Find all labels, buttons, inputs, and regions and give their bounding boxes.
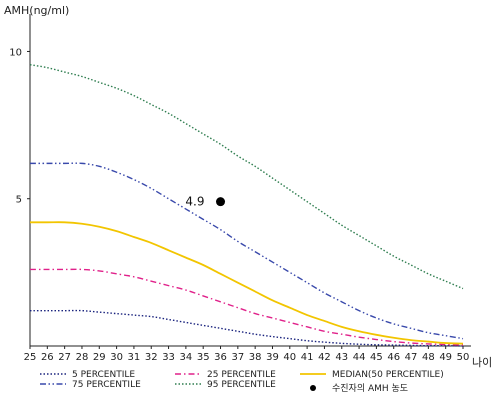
x-tick-label: 29	[93, 352, 106, 363]
legend-label-5: 95 PERCENTILE	[207, 380, 276, 390]
x-tick-label: 39	[266, 352, 279, 363]
x-tick-label: 32	[145, 352, 158, 363]
x-tick-label: 33	[162, 352, 175, 363]
x-tick-label: 34	[180, 352, 193, 363]
legend-label-4: 75 PERCENTILE	[72, 380, 141, 390]
highlight-layer: 4.9	[185, 195, 226, 209]
legend-label-1: 5 PERCENTILE	[72, 370, 135, 380]
series-line-5	[29, 64, 464, 290]
x-tick-label: 26	[41, 352, 54, 363]
x-tick-label: 25	[24, 352, 37, 363]
legend-label-2: 25 PERCENTILE	[207, 370, 276, 380]
axes	[29, 14, 471, 347]
patient-amh-label: 4.9	[185, 195, 204, 209]
y-tick-label: 5	[16, 195, 22, 206]
series-line-2	[30, 268, 464, 346]
patient-amh-point	[216, 197, 226, 207]
legend-label-patient: 수진자의 AMH 농도	[332, 383, 408, 394]
series-layer	[29, 64, 464, 347]
x-tick-label: 35	[197, 352, 210, 363]
x-tick-label: 49	[439, 352, 452, 363]
x-tick-label: 48	[422, 352, 435, 363]
x-tick-label: 27	[58, 352, 71, 363]
y-axis-title: AMH(ng/ml)	[4, 4, 69, 17]
x-tick-label: 38	[249, 352, 262, 363]
series-line-3	[30, 221, 464, 345]
x-tick-label: 43	[335, 352, 348, 363]
x-tick-label: 50	[457, 352, 470, 363]
legend: 5 PERCENTILE 25 PERCENTILE MEDIAN(50 PERCE…	[40, 370, 444, 394]
x-axis-title: 나이	[472, 356, 492, 369]
y-tick-label: 10	[9, 47, 22, 58]
series-line-4	[30, 162, 464, 340]
x-tick-label: 44	[353, 352, 366, 363]
x-tick-label: 31	[128, 352, 141, 363]
x-tick-label: 47	[405, 352, 418, 363]
x-tick-label: 30	[110, 352, 123, 363]
legend-label-3: MEDIAN(50 PERCENTILE)	[332, 370, 444, 380]
tick-labels: 25 26 27 28 29 30 31 32 33 34 35 36 37 38 39 40 41 42 43 44…	[9, 47, 469, 363]
x-tick-label: 46	[387, 352, 400, 363]
legend-swatch-patient	[310, 385, 316, 391]
x-tick-label: 28	[76, 352, 89, 363]
x-tick-label: 41	[301, 352, 314, 363]
x-tick-label: 40	[283, 352, 296, 363]
x-tick-label: 45	[370, 352, 383, 363]
series-line-1	[30, 309, 464, 347]
x-tick-label: 37	[231, 352, 244, 363]
x-tick-label: 36	[214, 352, 227, 363]
x-tick-label: 42	[318, 352, 331, 363]
